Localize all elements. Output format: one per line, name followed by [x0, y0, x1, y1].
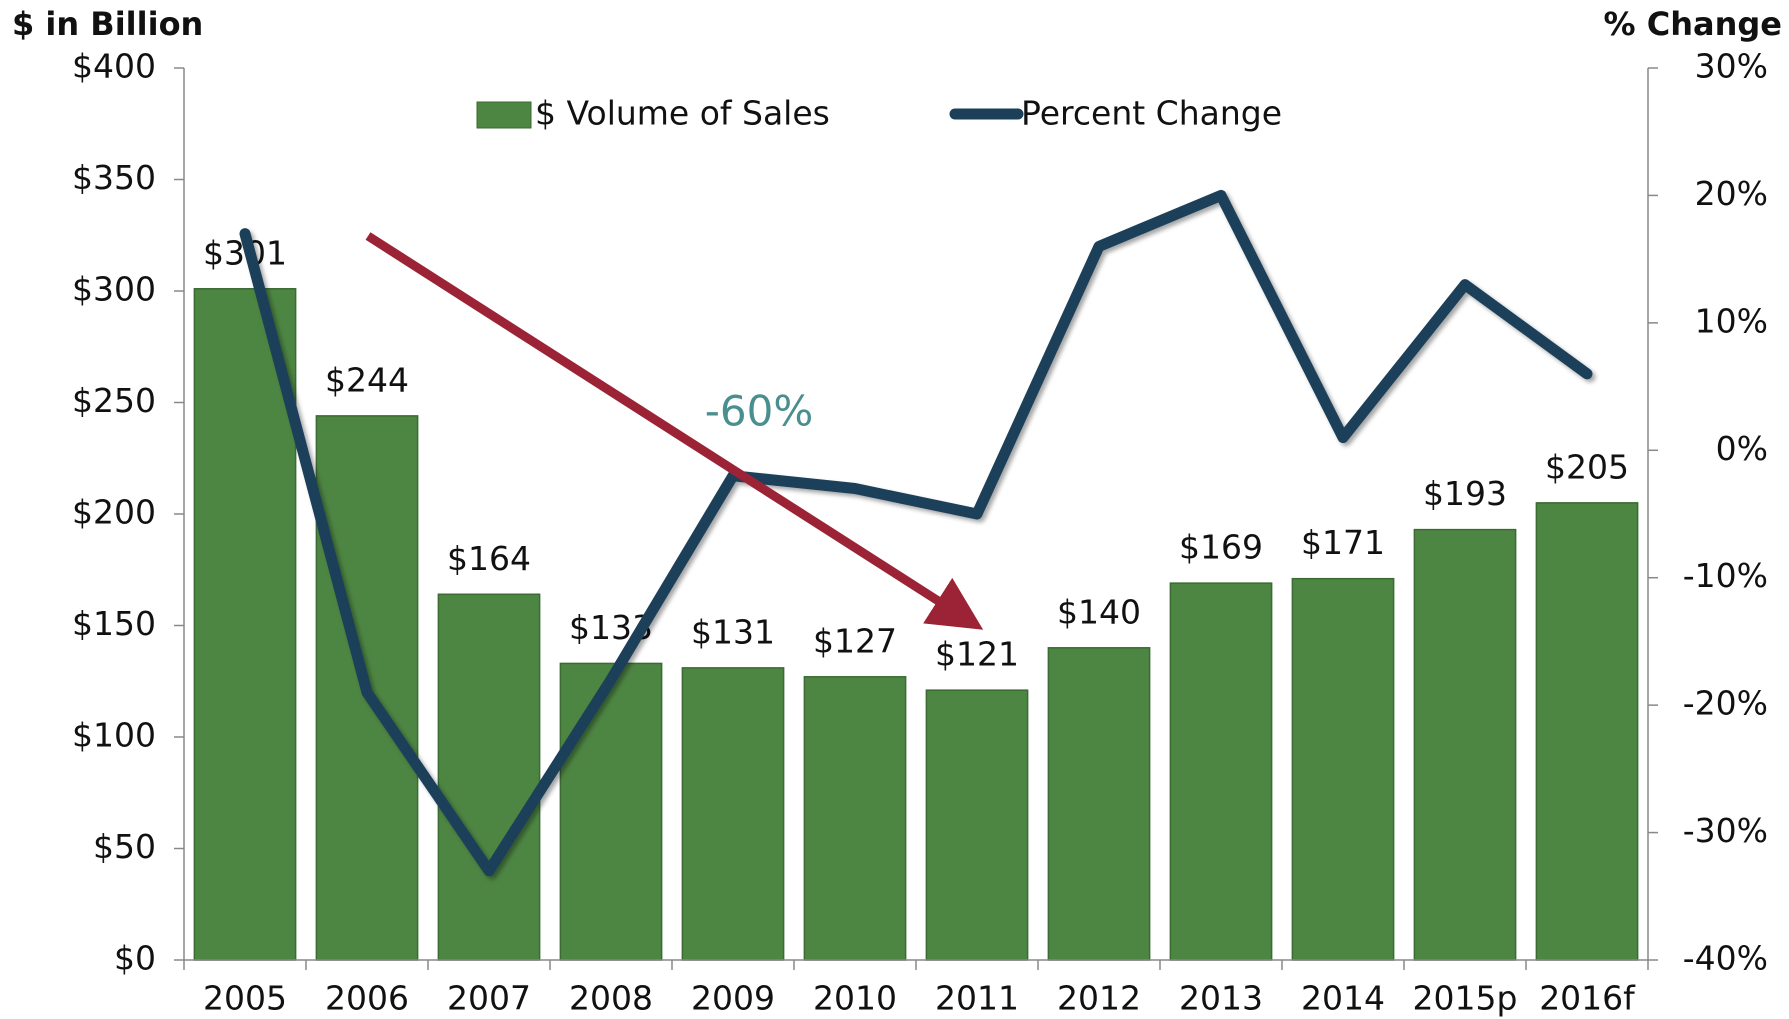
x-tick-label: 2015p — [1413, 979, 1518, 1018]
value-label: $193 — [1423, 474, 1507, 513]
y2-tick-label: -40% — [1683, 939, 1768, 978]
y2-tick-label: 10% — [1695, 301, 1768, 340]
annotation: -60% — [705, 387, 814, 436]
y-tick-label: $100 — [72, 716, 156, 755]
y2-tick-label: 20% — [1695, 174, 1768, 213]
y-axis-title: $ in Billion — [12, 5, 203, 43]
bar — [559, 662, 663, 961]
legend-label: Percent Change — [1021, 94, 1282, 133]
y-tick-label: $250 — [72, 381, 156, 420]
bar — [681, 667, 785, 961]
y2-axis-title: % Change — [1604, 5, 1782, 43]
y-tick-label: $400 — [72, 47, 156, 86]
bar — [1413, 528, 1517, 961]
x-tick-label: 2014 — [1301, 979, 1385, 1018]
line-series — [239, 189, 1593, 877]
x-tick-label: 2006 — [325, 979, 409, 1018]
y-tick-label: $350 — [72, 158, 156, 197]
y-tick-label: $300 — [72, 270, 156, 309]
x-tick-label: 2009 — [691, 979, 775, 1018]
value-label: $171 — [1301, 523, 1385, 562]
bar — [925, 689, 1029, 961]
x-tick-label: 2007 — [447, 979, 531, 1018]
value-label: $131 — [691, 612, 775, 651]
value-label: $244 — [325, 360, 409, 399]
y2-tick-label: -10% — [1683, 556, 1768, 595]
bar — [193, 288, 297, 961]
y-tick-label: $200 — [72, 493, 156, 532]
bar — [1291, 577, 1395, 961]
bar — [1535, 502, 1639, 961]
x-tick-label: 2011 — [935, 979, 1019, 1018]
x-tick-label: 2012 — [1057, 979, 1141, 1018]
x-tick-label: 2016f — [1539, 979, 1636, 1018]
legend-swatch — [476, 101, 532, 129]
bar — [1047, 647, 1151, 961]
bar — [803, 676, 907, 961]
value-label: $127 — [813, 621, 897, 660]
y-tick-label: $50 — [93, 827, 156, 866]
trend-arrow — [365, 232, 984, 630]
value-label: $164 — [447, 539, 531, 578]
y2-tick-label: 30% — [1695, 47, 1768, 86]
bar — [1169, 582, 1273, 961]
bar — [437, 593, 541, 961]
value-label: $205 — [1545, 447, 1629, 486]
value-label: $169 — [1179, 528, 1263, 567]
value-label: $121 — [935, 635, 1019, 674]
x-tick-label: 2005 — [203, 979, 287, 1018]
y2-tick-label: -30% — [1683, 811, 1768, 850]
y2-tick-label: -20% — [1683, 684, 1768, 723]
y-tick-label: $0 — [114, 939, 156, 978]
value-label: $140 — [1057, 592, 1141, 631]
y2-tick-label: 0% — [1716, 429, 1768, 468]
y-tick-label: $150 — [72, 604, 156, 643]
x-tick-label: 2013 — [1179, 979, 1263, 1018]
x-tick-label: 2010 — [813, 979, 897, 1018]
legend-label: $ Volume of Sales — [535, 94, 830, 133]
x-tick-label: 2008 — [569, 979, 653, 1018]
